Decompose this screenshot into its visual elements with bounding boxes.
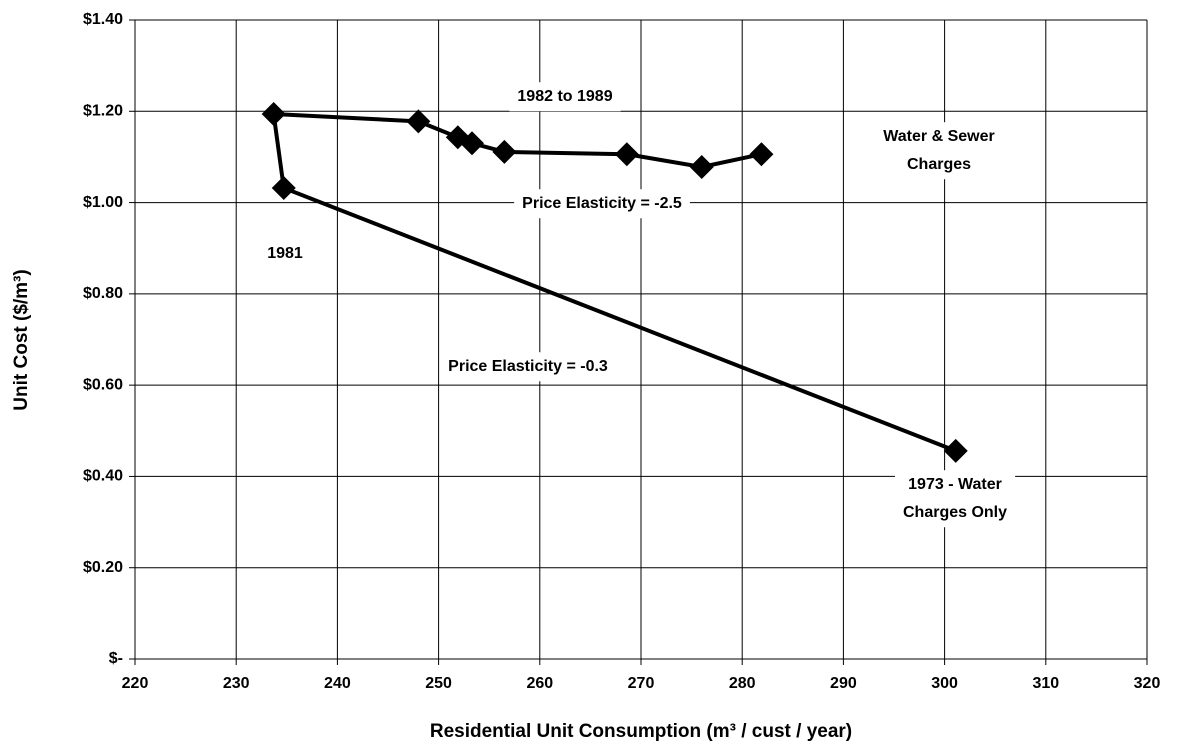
x-tick-label: 250	[425, 675, 452, 692]
annotation-text: Charges Only	[903, 504, 1007, 521]
annotation: 1981	[259, 239, 311, 269]
marker	[614, 142, 639, 167]
annotation-text: 1981	[267, 245, 303, 262]
data-line	[271, 111, 957, 453]
marker	[459, 131, 484, 156]
x-tick-label: 270	[628, 675, 655, 692]
marker	[749, 142, 774, 167]
annotation-bg	[259, 239, 311, 269]
marker	[689, 154, 714, 179]
annotation: 1982 to 1989	[509, 82, 621, 112]
y-tick-label: $-	[109, 650, 123, 667]
annotation-bg	[875, 122, 1003, 180]
y-tick-label: $0.20	[83, 559, 123, 576]
x-tick-label: 220	[122, 675, 149, 692]
annotation: Price Elasticity = -2.5	[514, 189, 690, 219]
x-tick-label: 240	[324, 675, 351, 692]
x-tick-label: 300	[931, 675, 958, 692]
x-tick-label: 320	[1134, 675, 1161, 692]
y-tick-label: $0.60	[83, 376, 123, 393]
marker	[271, 175, 296, 200]
marker	[406, 109, 431, 134]
x-tick-label: 230	[223, 675, 250, 692]
annotation-bg	[514, 189, 690, 219]
x-axis-label: Residential Unit Consumption (m³ / cust …	[430, 721, 852, 742]
annotation-text: 1973 - Water	[908, 476, 1002, 493]
annotation: Price Elasticity = -0.3	[440, 352, 616, 382]
annotation-bg	[440, 352, 616, 382]
x-tick-label: 290	[830, 675, 857, 692]
annotation-text: Charges	[907, 156, 971, 173]
annotation-text: 1982 to 1989	[517, 88, 612, 105]
y-tick-label: $1.40	[83, 11, 123, 28]
marker	[261, 102, 286, 127]
annotation: Water & Sewer Charges	[875, 122, 1003, 180]
y-axis-label: Unit Cost ($/m³)	[11, 269, 32, 410]
y-tick-label: $0.80	[83, 285, 123, 302]
marker	[943, 438, 968, 463]
annotation-text: Price Elasticity = -0.3	[448, 358, 608, 375]
annotation-text: Water & Sewer	[883, 128, 994, 145]
annotation: 1973 - Water Charges Only	[894, 470, 1016, 528]
annotation-bg	[509, 82, 621, 112]
marker	[492, 139, 517, 164]
y-tick-label: $1.20	[83, 103, 123, 120]
x-tick-label: 260	[526, 675, 553, 692]
x-tick-label: 310	[1032, 675, 1059, 692]
annotation-bg	[894, 470, 1016, 528]
y-tick-label: $1.00	[83, 194, 123, 211]
annotation-text: Price Elasticity = -2.5	[522, 195, 682, 212]
x-tick-label: 280	[729, 675, 756, 692]
y-tick-label: $0.40	[83, 468, 123, 485]
